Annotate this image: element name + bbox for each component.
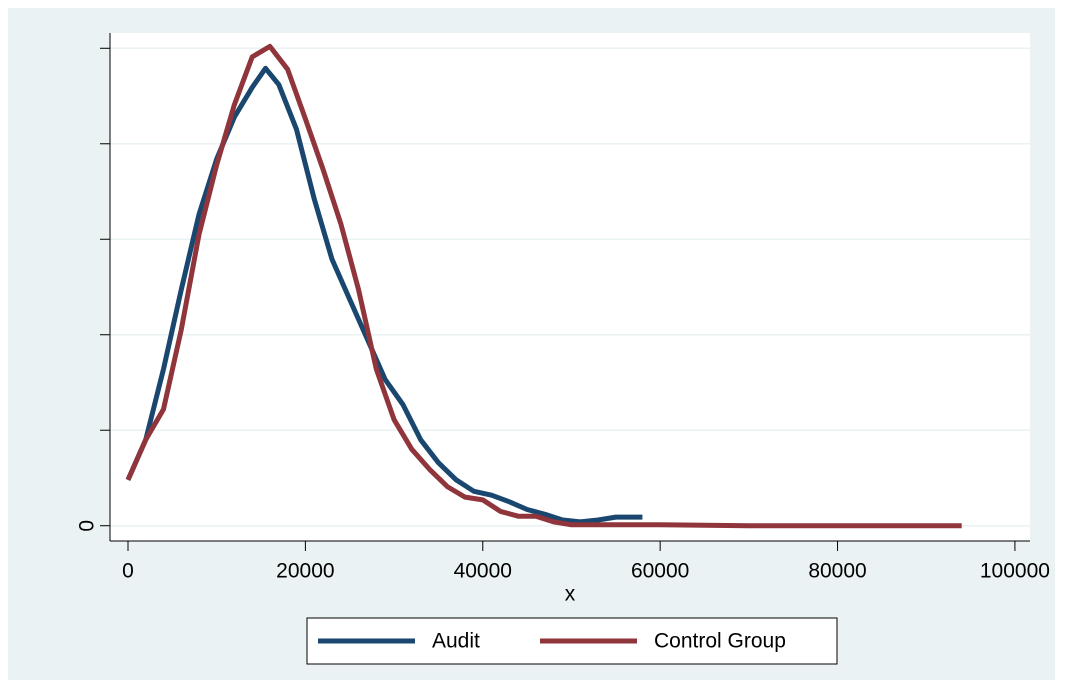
plot-region (110, 33, 1030, 541)
lines (125, 43, 962, 529)
x-tick-label: 60000 (631, 560, 689, 583)
x-axis-label: x (565, 583, 576, 606)
grid (110, 47, 1030, 527)
legend-label: Audit (432, 630, 480, 653)
y-tick-label: 0 (76, 520, 99, 532)
legend-entries: Audit Control Group (318, 630, 786, 653)
legend-label: Control Group (654, 630, 786, 653)
x-tick-label: 100000 (980, 560, 1050, 583)
series-line (125, 43, 962, 529)
x-tick-label: 20000 (276, 560, 334, 583)
x-tick-label: 0 (122, 560, 134, 583)
x-tick-label: 80000 (808, 560, 866, 583)
x-tick-label: 40000 (454, 560, 512, 583)
